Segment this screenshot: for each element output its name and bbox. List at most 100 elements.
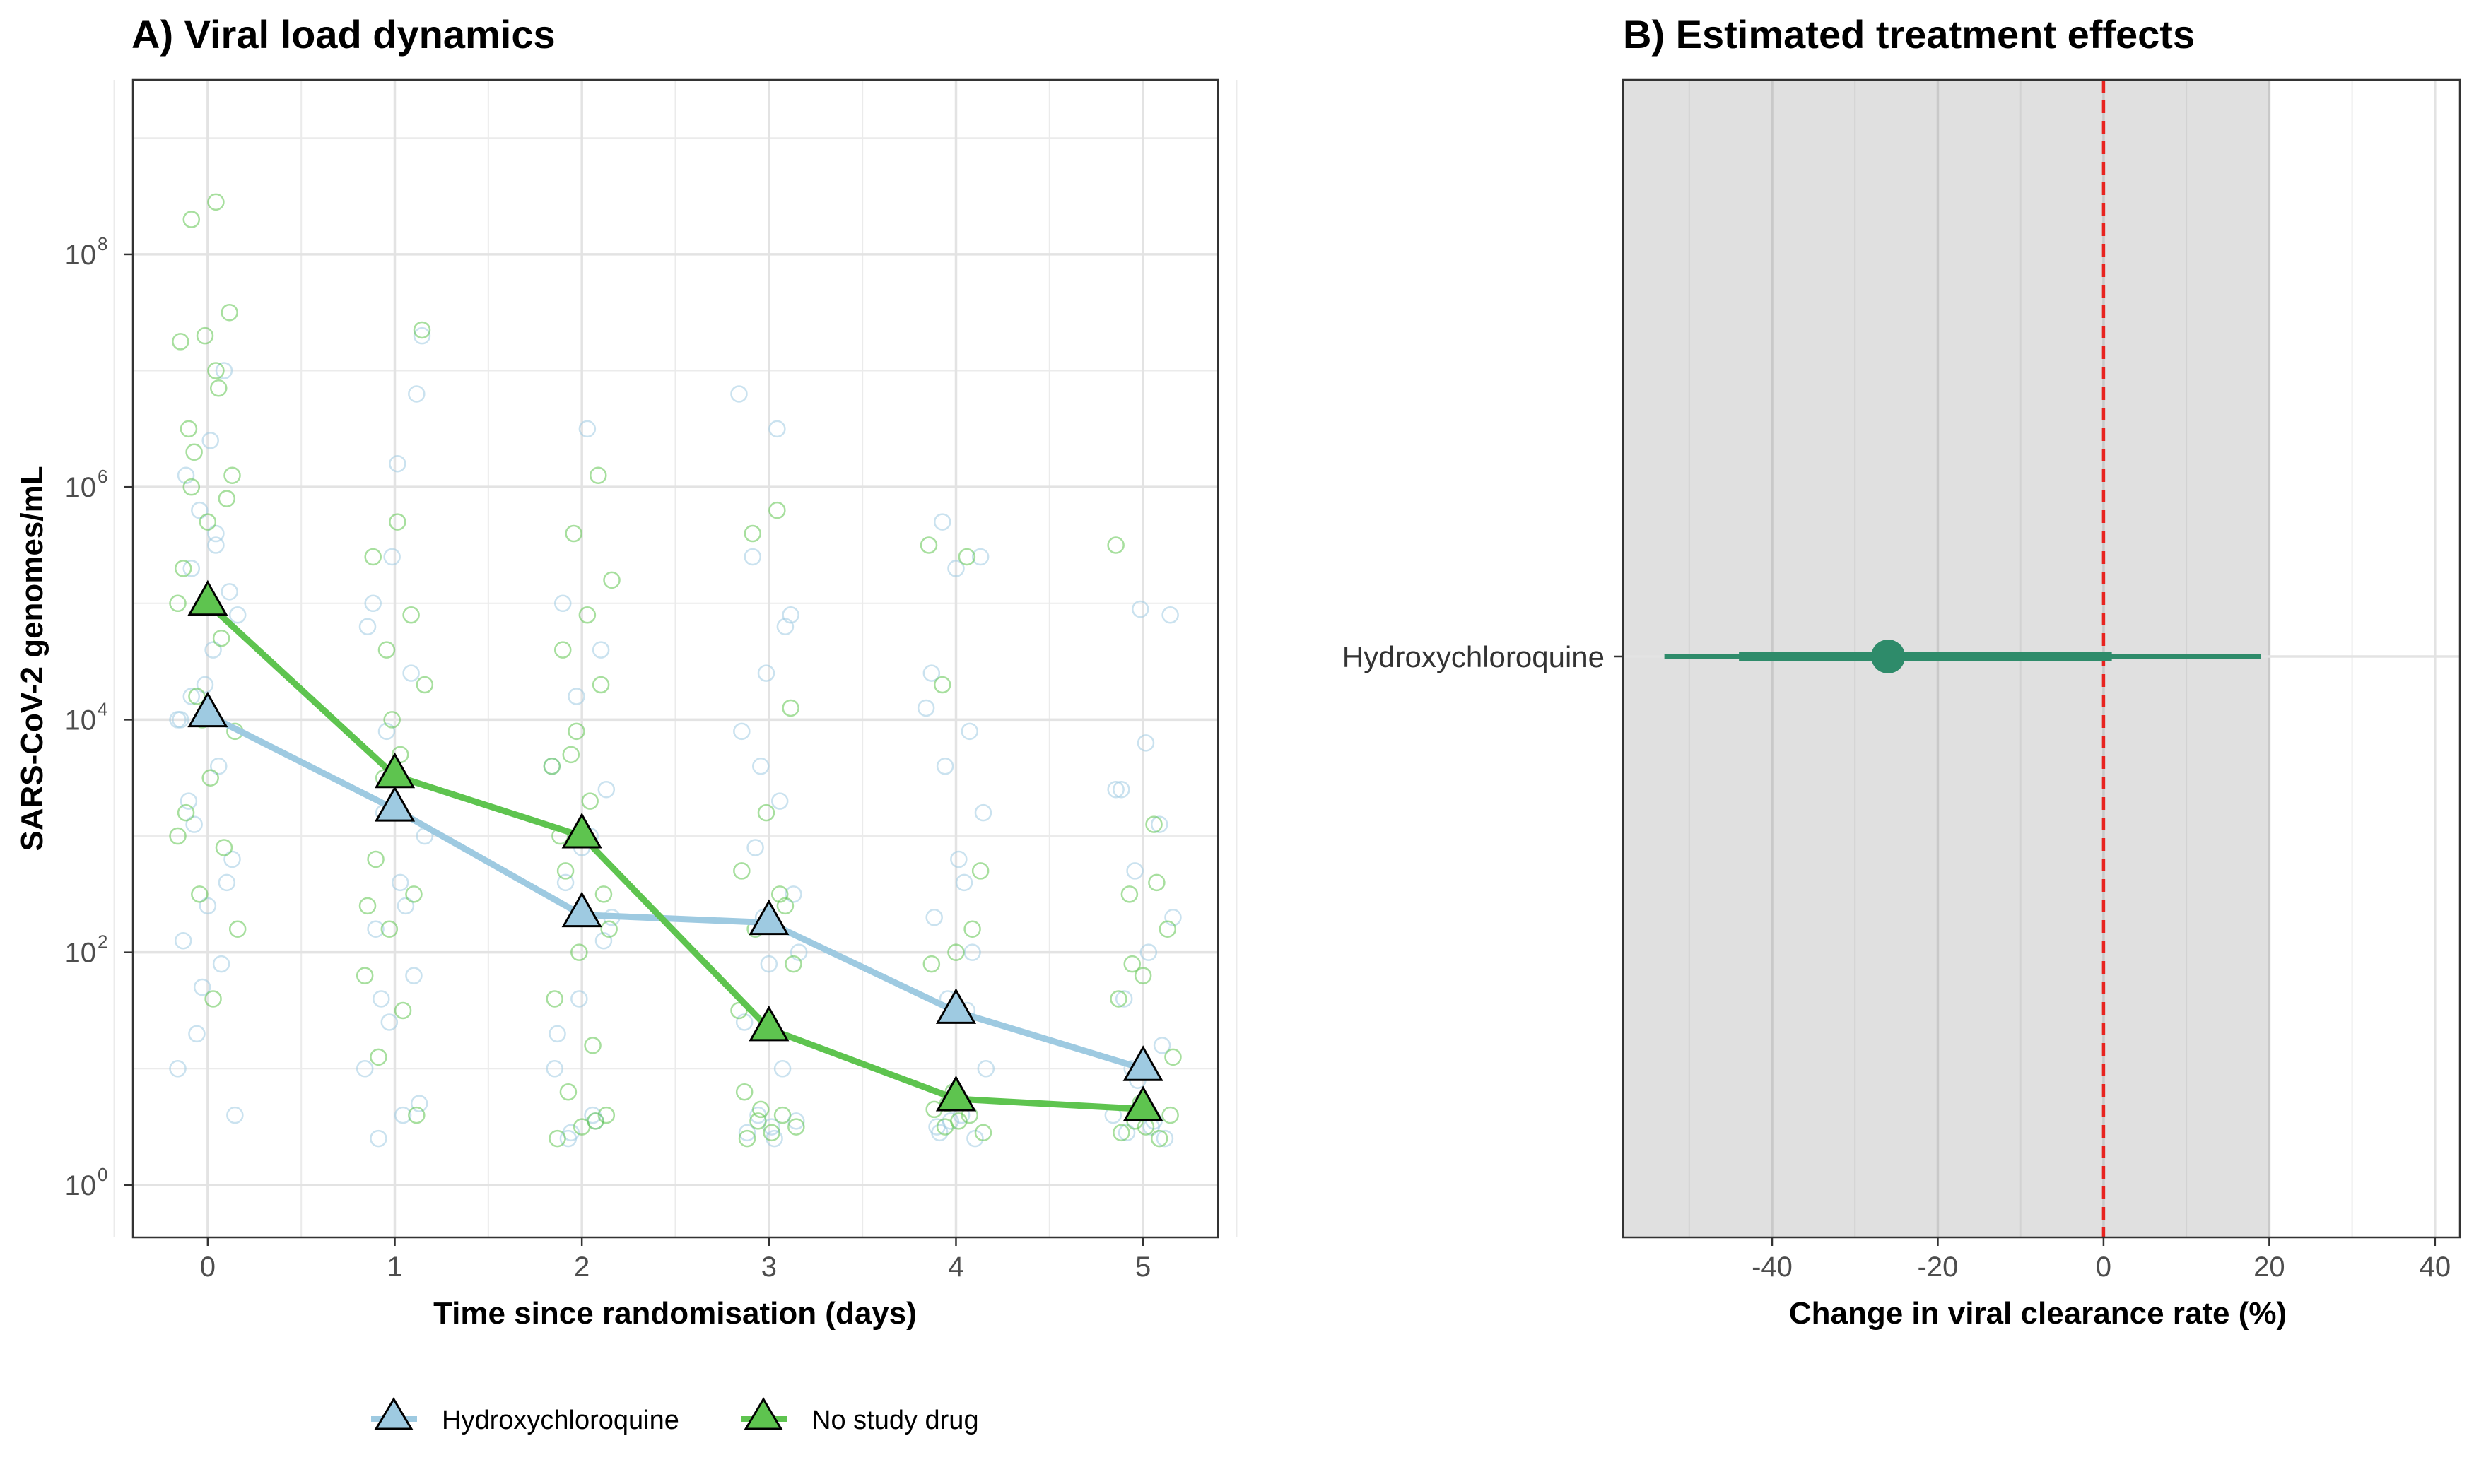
raw-point-hydroxychloroquine xyxy=(201,432,219,449)
raw-point-no-study-drug xyxy=(212,629,230,647)
raw-point-no-study-drug xyxy=(199,513,217,531)
raw-point-hydroxychloroquine xyxy=(782,606,799,624)
raw-point-hydroxychloroquine xyxy=(974,803,992,822)
raw-point-hydroxychloroquine xyxy=(922,664,941,682)
raw-point-no-study-drug xyxy=(182,211,201,228)
raw-point-hydroxychloroquine xyxy=(185,815,203,833)
raw-point-hydroxychloroquine xyxy=(196,676,214,694)
legend-item-hydroxychloroquine: Hydroxychloroquine xyxy=(371,1397,679,1435)
raw-point-hydroxychloroquine xyxy=(182,688,201,705)
raw-point-hydroxychloroquine xyxy=(377,722,396,741)
legend-item-no-study-drug: No study drug xyxy=(741,1397,979,1435)
raw-point-hydroxychloroquine xyxy=(402,664,420,682)
mean-marker-no-study-drug xyxy=(374,752,416,789)
raw-point-hydroxychloroquine xyxy=(394,1106,412,1124)
raw-point-hydroxychloroquine xyxy=(191,501,209,519)
raw-point-hydroxychloroquine xyxy=(931,1124,949,1142)
raw-point-hydroxychloroquine xyxy=(391,873,409,892)
raw-point-no-study-drug xyxy=(757,803,775,822)
raw-point-no-study-drug xyxy=(546,990,563,1008)
raw-point-hydroxychloroquine xyxy=(212,955,230,973)
raw-point-hydroxychloroquine xyxy=(785,885,802,903)
raw-point-no-study-drug xyxy=(556,862,575,880)
raw-point-hydroxychloroquine xyxy=(1115,990,1133,1008)
raw-point-hydroxychloroquine xyxy=(1153,1037,1171,1054)
raw-point-no-study-drug xyxy=(733,862,751,880)
raw-point-hydroxychloroquine xyxy=(942,1112,960,1130)
raw-point-hydroxychloroquine xyxy=(955,873,973,892)
raw-point-no-study-drug xyxy=(782,699,799,717)
raw-point-hydroxychloroquine xyxy=(188,1025,206,1043)
raw-point-hydroxychloroquine xyxy=(744,548,761,566)
raw-point-no-study-drug xyxy=(738,1129,756,1148)
raw-point-no-study-drug xyxy=(1134,967,1152,984)
raw-point-no-study-drug xyxy=(377,641,396,659)
raw-point-hydroxychloroquine xyxy=(169,1060,187,1078)
panel-a-x-axis-ticks: 0 1 2 3 4 5 xyxy=(200,1237,1151,1283)
raw-point-no-study-drug xyxy=(177,803,195,822)
raw-point-no-study-drug xyxy=(785,955,802,973)
raw-point-hydroxychloroquine xyxy=(947,560,965,577)
panel-b-x-tick-label: -20 xyxy=(1918,1252,1959,1283)
raw-point-no-study-drug xyxy=(543,758,561,775)
panel-a-plot-border xyxy=(131,78,1219,1239)
panel-b-estimated-treatment-effects: B) Estimated treatment effects -40 -20 0 20… xyxy=(1342,12,2461,1331)
raw-point-hydroxychloroquine xyxy=(405,967,423,984)
panel-a-y-tick-exponent: 2 xyxy=(98,931,107,953)
raw-point-hydroxychloroquine xyxy=(549,1025,566,1043)
raw-point-hydroxychloroquine xyxy=(757,664,775,682)
raw-point-no-study-drug xyxy=(1123,955,1141,973)
raw-point-hydroxychloroquine xyxy=(578,420,597,438)
raw-point-no-study-drug xyxy=(1120,885,1139,903)
raw-point-hydroxychloroquine xyxy=(380,1013,399,1031)
raw-point-hydroxychloroquine xyxy=(172,711,189,729)
raw-point-hydroxychloroquine xyxy=(1113,780,1130,799)
raw-point-no-study-drug xyxy=(1145,815,1163,833)
raw-point-hydroxychloroquine xyxy=(193,978,211,996)
raw-point-no-study-drug xyxy=(597,1106,616,1124)
raw-point-no-study-drug xyxy=(600,920,618,938)
raw-point-no-study-drug xyxy=(933,676,951,694)
raw-point-hydroxychloroquine xyxy=(358,618,377,635)
raw-point-hydroxychloroquine xyxy=(1132,600,1149,618)
raw-point-no-study-drug xyxy=(594,885,613,903)
panel-a-title: A) Viral load dynamics xyxy=(131,12,556,57)
raw-point-hydroxychloroquine xyxy=(204,641,222,659)
raw-point-hydroxychloroquine xyxy=(733,722,751,741)
raw-point-no-study-drug xyxy=(408,1106,426,1124)
mean-marker-hydroxychloroquine xyxy=(935,988,977,1024)
raw-point-hydroxychloroquine xyxy=(917,699,935,717)
raw-point-hydroxychloroquine xyxy=(746,839,764,856)
raw-point-no-study-drug xyxy=(413,321,431,339)
raw-point-hydroxychloroquine xyxy=(570,990,588,1008)
raw-point-hydroxychloroquine xyxy=(776,618,795,635)
raw-point-hydroxychloroquine xyxy=(977,1060,995,1078)
raw-point-no-study-drug xyxy=(958,548,976,566)
panel-b-x-axis-title: Change in viral clearance rate (%) xyxy=(1789,1296,2287,1331)
raw-point-no-study-drug xyxy=(204,990,222,1008)
panel-a-y-tick-exponent: 8 xyxy=(98,233,107,254)
raw-point-no-study-drug xyxy=(592,676,610,694)
raw-point-hydroxychloroquine xyxy=(597,780,616,799)
raw-point-hydroxychloroquine xyxy=(223,850,241,868)
raw-point-no-study-drug xyxy=(768,501,786,519)
raw-point-no-study-drug xyxy=(210,379,228,397)
raw-point-no-study-drug xyxy=(1148,873,1166,892)
raw-point-no-study-drug xyxy=(549,1129,566,1148)
panel-b-estimates xyxy=(1664,640,2261,673)
panel-a-y-tick-label: 10 xyxy=(65,240,97,271)
panel-b-category-label-hydroxychloroquine: Hydroxychloroquine xyxy=(1342,640,1605,673)
raw-point-hydroxychloroquine xyxy=(950,850,968,868)
legend-triangle-icon-no-study-drug xyxy=(744,1397,783,1430)
mean-marker-hydroxychloroquine xyxy=(749,899,790,936)
raw-point-no-study-drug xyxy=(169,594,187,613)
panel-a-mean-markers xyxy=(187,579,1163,1121)
raw-point-no-study-drug xyxy=(568,722,585,741)
raw-point-hydroxychloroquine xyxy=(592,641,610,659)
raw-point-no-study-drug xyxy=(402,606,420,624)
raw-point-hydroxychloroquine xyxy=(1161,606,1179,624)
panel-a-y-tick-label: 10 xyxy=(65,705,97,736)
raw-point-no-study-drug xyxy=(180,420,198,438)
